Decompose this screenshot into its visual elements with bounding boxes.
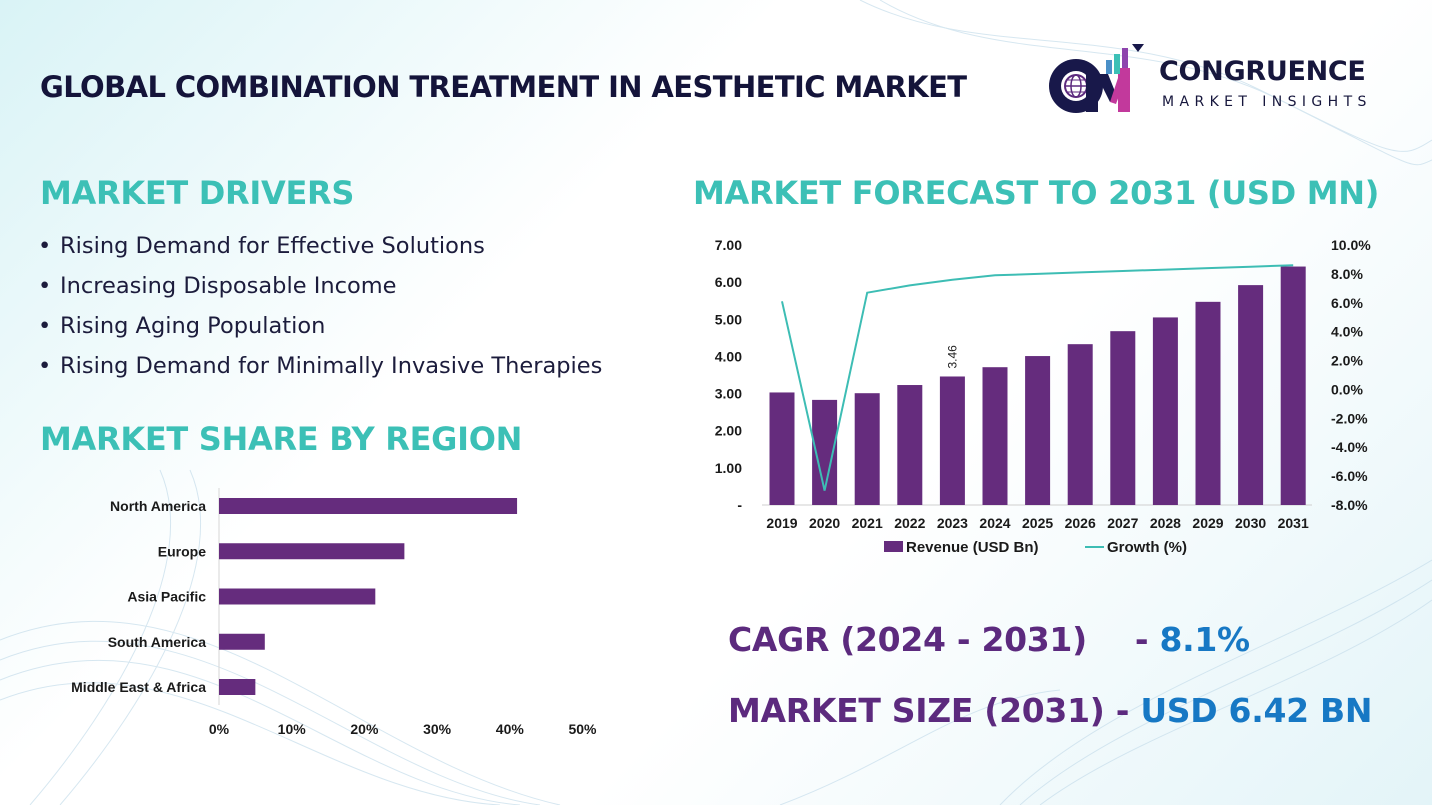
driver-item: • Rising Demand for Effective Solutions <box>38 233 485 259</box>
driver-item: • Rising Demand for Minimally Invasive Th… <box>38 353 603 379</box>
region-category-label: Europe <box>158 543 206 559</box>
region-x-tick-label: 10% <box>278 721 307 737</box>
legend-growth-label: Growth (%) <box>1107 539 1187 556</box>
revenue-bar <box>1110 331 1136 505</box>
forecast-right-tick-label: 10.0% <box>1331 237 1371 253</box>
revenue-bar <box>1025 356 1051 505</box>
forecast-right-tick-label: -6.0% <box>1331 468 1368 484</box>
forecast-x-tick-label: 2031 <box>1278 515 1309 531</box>
driver-text: Rising Demand for Minimally Invasive The… <box>60 353 603 379</box>
forecast-x-tick-label: 2030 <box>1235 515 1266 531</box>
forecast-heading: MARKET FORECAST TO 2031 (USD MN) <box>693 174 1380 212</box>
revenue-bar <box>1238 285 1264 505</box>
region-x-tick-label: 0% <box>209 721 230 737</box>
forecast-right-tick-label: -8.0% <box>1331 497 1368 513</box>
market-size-label: MARKET SIZE (2031) <box>728 691 1105 730</box>
forecast-x-tick-label: 2027 <box>1107 515 1138 531</box>
market-size-value: USD 6.42 BN <box>1140 691 1373 730</box>
forecast-right-tick-label: 2.0% <box>1331 353 1363 369</box>
forecast-left-tick-label: 5.00 <box>715 311 742 327</box>
forecast-left-tick-label: 1.00 <box>715 460 742 476</box>
forecast-x-tick-label: 2026 <box>1065 515 1096 531</box>
region-category-label: South America <box>108 634 206 650</box>
cagr-separator: - <box>1134 620 1160 659</box>
forecast-x-tick-label: 2021 <box>852 515 883 531</box>
forecast-left-tick-label: 3.00 <box>715 386 742 402</box>
logo-subtitle: MARKET INSIGHTS <box>1162 94 1372 110</box>
forecast-x-tick-label: 2024 <box>979 515 1010 531</box>
market-size-separator: - <box>1104 691 1141 730</box>
revenue-bar <box>939 376 965 505</box>
forecast-x-tick-label: 2025 <box>1022 515 1053 531</box>
revenue-bar <box>769 392 795 505</box>
cagr-label: CAGR (2024 - 2031) <box>728 620 1087 659</box>
cagr-stat: CAGR (2024 - 2031) - 8.1% <box>728 620 1250 659</box>
region-bar <box>219 543 405 560</box>
drivers-list: • Rising Demand for Effective Solutions •… <box>38 226 602 386</box>
region-x-tick-label: 20% <box>350 721 379 737</box>
forecast-right-tick-label: 4.0% <box>1331 324 1363 340</box>
driver-text: Rising Aging Population <box>60 313 326 339</box>
forecast-x-tick-label: 2023 <box>937 515 968 531</box>
forecast-x-tick-label: 2029 <box>1192 515 1223 531</box>
forecast-right-tick-label: -2.0% <box>1331 410 1368 426</box>
revenue-bar <box>1280 266 1306 505</box>
cagr-value: 8.1% <box>1159 620 1250 659</box>
growth-line <box>781 264 1294 491</box>
page-title: GLOBAL COMBINATION TREATMENT IN AESTHETI… <box>40 70 967 104</box>
forecast-right-tick-label: 6.0% <box>1331 295 1363 311</box>
forecast-x-tick-label: 2022 <box>894 515 925 531</box>
forecast-left-tick-label: 6.00 <box>715 274 742 290</box>
forecast-x-tick-label: 2020 <box>809 515 840 531</box>
region-x-tick-label: 50% <box>568 721 597 737</box>
region-bar <box>219 633 265 650</box>
region-category-label: Middle East & Africa <box>71 679 206 695</box>
forecast-left-tick-label: 2.00 <box>715 423 742 439</box>
revenue-bar <box>982 367 1008 505</box>
region-bar <box>219 679 256 695</box>
revenue-bar <box>1067 344 1093 505</box>
region-bar <box>219 588 376 605</box>
region-x-tick-label: 30% <box>423 721 452 737</box>
forecast-right-tick-label: 0.0% <box>1331 381 1363 397</box>
forecast-left-tick-label: 4.00 <box>715 348 742 364</box>
market-size-stat: MARKET SIZE (2031) - USD 6.42 BN <box>728 691 1372 730</box>
legend-revenue-swatch <box>884 541 903 552</box>
forecast-left-tick-label: 7.00 <box>715 237 742 253</box>
region-heading: MARKET SHARE BY REGION <box>40 420 523 458</box>
forecast-right-tick-label: -4.0% <box>1331 439 1368 455</box>
revenue-bar <box>854 393 880 505</box>
revenue-data-label: 3.46 <box>945 345 959 369</box>
company-logo: CONGRUENCE MARKET INSIGHTS <box>1046 42 1396 118</box>
forecast-x-tick-label: 2028 <box>1150 515 1181 531</box>
region-category-label: North America <box>110 498 206 514</box>
forecast-right-tick-label: 8.0% <box>1331 266 1363 282</box>
forecast-x-tick-label: 2019 <box>766 515 797 531</box>
revenue-bar <box>897 385 923 505</box>
revenue-bar <box>1195 301 1221 505</box>
driver-item: • Rising Aging Population <box>38 313 326 339</box>
logo-mark-icon <box>1049 44 1144 113</box>
logo-name: CONGRUENCE <box>1159 56 1366 87</box>
driver-text: Rising Demand for Effective Solutions <box>60 233 485 259</box>
region-bar <box>219 498 518 514</box>
drivers-heading: MARKET DRIVERS <box>40 174 355 212</box>
region-x-tick-label: 40% <box>496 721 525 737</box>
revenue-bar <box>1152 317 1178 505</box>
legend-revenue-label: Revenue (USD Bn) <box>906 539 1039 556</box>
region-category-label: Asia Pacific <box>127 589 206 605</box>
driver-text: Increasing Disposable Income <box>60 273 397 299</box>
forecast-left-tick-label: - <box>737 497 742 513</box>
driver-item: • Increasing Disposable Income <box>38 273 397 299</box>
